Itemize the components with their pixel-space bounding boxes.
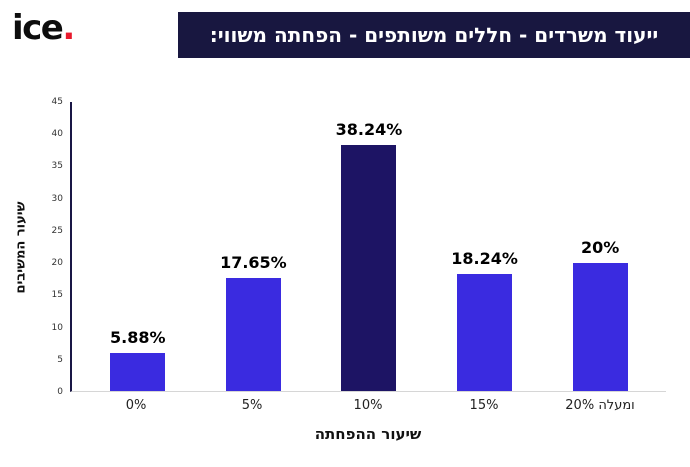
y-axis-title-column: שיעור המשיבים [6, 102, 36, 392]
bar-value-label: 5.88% [110, 328, 166, 348]
y-tick-label: 40 [51, 129, 63, 140]
bar-slot: 20% [542, 102, 658, 391]
y-tick-label: 35 [51, 161, 63, 172]
bar-chart: שיעור המשיבים 0 5 10 15 20 25 30 35 40 45 5.88% 17… [6, 97, 666, 443]
category-label: 5% [241, 398, 263, 413]
logo-dot: . [62, 8, 76, 48]
y-tick-label: 15 [51, 290, 63, 301]
x-axis-title: שיעור ההפחתה [314, 425, 422, 443]
bar-slot: 38.24% [311, 102, 427, 391]
y-tick-label: 25 [51, 225, 63, 236]
bar [225, 277, 281, 391]
category-row: 0% 5% 10% 15% 20% ומעלה [70, 392, 666, 413]
bar-value-label: 18.24% [451, 248, 518, 268]
bar-slot: 5.88% [80, 102, 196, 391]
category-label: 20% ומעלה [565, 398, 635, 413]
ice-logo: ice. [12, 8, 75, 48]
bar [341, 145, 397, 391]
y-axis-title: שיעור המשיבים [13, 201, 29, 293]
y-tick-label: 5 [57, 354, 63, 365]
plot-area: 5.88% 17.65% 38.24% 18.24% 20% [70, 102, 666, 392]
title-banner: ייעוד משרדים - חללים משותפים - הפחתה משו… [178, 12, 690, 58]
bar-value-label: 38.24% [335, 120, 403, 140]
logo-text: ice [12, 8, 64, 48]
y-tick-label: 45 [51, 97, 63, 107]
y-tick-label: 20 [51, 258, 63, 269]
y-tick-label: 0 [57, 387, 63, 397]
bar-slot: 17.65% [196, 102, 312, 391]
y-axis: 0 5 10 15 20 25 30 35 40 45 [36, 97, 70, 397]
y-tick-label: 30 [51, 193, 63, 204]
bar-value-label: 17.65% [220, 252, 287, 272]
category-label: 10% [353, 398, 383, 413]
bar [457, 273, 513, 391]
y-tick-label: 10 [51, 322, 63, 333]
category-label: 0% [125, 398, 147, 413]
bar-slot: 18.24% [427, 102, 543, 391]
bar-value-label: 20% [581, 237, 620, 257]
category-label: 15% [469, 398, 499, 413]
bar [110, 353, 166, 391]
header: ice. ייעוד משרדים - חללים משותפים - הפחת… [0, 0, 690, 64]
page-title: ייעוד משרדים - חללים משותפים - הפחתה משו… [209, 23, 659, 47]
bar [572, 262, 628, 391]
